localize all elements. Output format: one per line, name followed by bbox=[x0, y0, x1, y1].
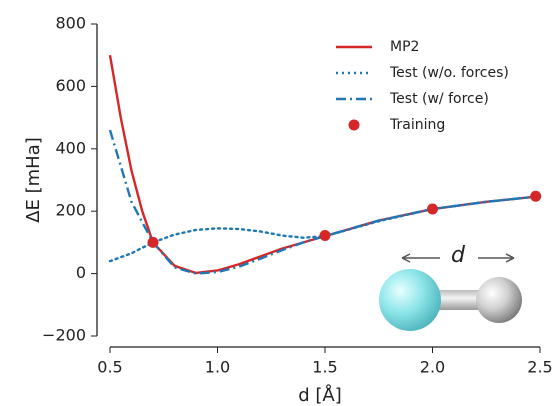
series-line bbox=[108, 195, 542, 263]
training-point bbox=[530, 190, 542, 202]
legend-label: Training bbox=[389, 117, 445, 133]
molecule bbox=[379, 253, 522, 331]
x-tick-label: 1.5 bbox=[312, 358, 337, 377]
x-tick-label: 0.5 bbox=[97, 358, 122, 377]
training-point bbox=[319, 230, 331, 242]
y-tick-label: 600 bbox=[55, 76, 86, 95]
x-axis-label: d [Å] bbox=[298, 384, 342, 406]
y-axis-label: ΔE [mHa] bbox=[23, 137, 44, 223]
x-tick-label: 2.5 bbox=[527, 358, 552, 377]
y-tick-label: 200 bbox=[55, 201, 86, 220]
annotation: d bbox=[451, 243, 466, 268]
y-tick-label: −200 bbox=[42, 326, 86, 345]
legend-label: MP2 bbox=[390, 39, 419, 55]
series-line bbox=[108, 129, 541, 275]
y-tick-label: 0 bbox=[76, 263, 86, 282]
legend-label: Test (w/o. forces) bbox=[389, 65, 509, 81]
y-tick-label: 800 bbox=[55, 14, 86, 33]
legend-label: Test (w/ force) bbox=[389, 91, 489, 107]
training-point bbox=[427, 203, 438, 215]
x-tick-label: 2.0 bbox=[420, 358, 445, 377]
x-tick-label: 1.0 bbox=[205, 358, 230, 377]
training-point bbox=[147, 236, 159, 248]
legend-marker bbox=[348, 119, 360, 131]
y-tick-label: 400 bbox=[55, 138, 86, 157]
